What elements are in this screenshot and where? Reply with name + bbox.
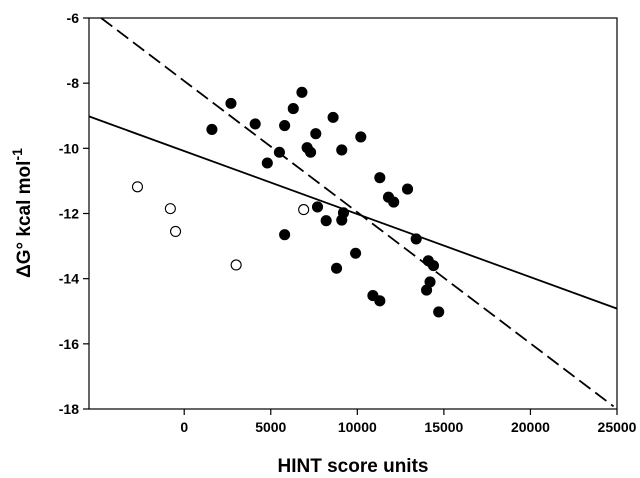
- filled-point: [374, 295, 386, 307]
- filled-point: [206, 123, 218, 135]
- open-point: [298, 204, 310, 216]
- filled-point: [279, 229, 291, 241]
- x-axis: 0 5000 10000 15000 20000 25000: [180, 409, 637, 435]
- filled-point: [310, 128, 322, 140]
- filled-point: [296, 86, 308, 98]
- x-tick-label: 20000: [511, 419, 550, 435]
- y-axis-title: ΔG° kcal mol-1: [9, 148, 35, 278]
- y-axis-title-main: ΔG° kcal mol: [14, 161, 35, 278]
- y-tick-label: -6: [67, 10, 80, 26]
- dashed-fit-line: [100, 17, 615, 408]
- filled-point: [311, 201, 324, 213]
- filled-point: [388, 196, 400, 208]
- y-tick-label: -18: [59, 401, 79, 417]
- filled-point: [225, 97, 237, 109]
- filled-point: [374, 172, 386, 184]
- x-axis-title: HINT score units: [278, 456, 429, 477]
- y-tick-label: -16: [59, 336, 79, 352]
- y-axis: -18 -16 -14 -12 -10 -8 -6: [59, 10, 89, 417]
- filled-point: [350, 247, 362, 259]
- y-tick-label: -8: [67, 75, 80, 91]
- data-markers: [131, 86, 445, 318]
- filled-point: [410, 233, 422, 245]
- filled-point: [401, 183, 414, 195]
- filled-point: [355, 131, 367, 143]
- filled-point: [337, 207, 350, 219]
- filled-point: [336, 144, 348, 156]
- open-point: [170, 225, 182, 237]
- filled-point: [320, 215, 332, 227]
- open-point: [131, 181, 144, 193]
- filled-point: [427, 260, 440, 272]
- y-axis-title-superscript: -1: [9, 148, 25, 161]
- filled-point: [261, 157, 273, 169]
- x-tick-label: 0: [180, 419, 188, 435]
- solid-fit-line: [88, 115, 618, 310]
- filled-point: [327, 111, 339, 123]
- filled-point: [305, 146, 317, 158]
- filled-point: [433, 306, 445, 318]
- x-tick-label: 10000: [338, 419, 377, 435]
- open-point: [164, 203, 176, 215]
- filled-point: [331, 262, 343, 274]
- y-tick-label: -10: [59, 140, 79, 156]
- open-point: [230, 259, 242, 271]
- filled-point: [279, 119, 291, 132]
- y-tick-label: -14: [59, 271, 79, 287]
- fit-lines: [88, 17, 618, 408]
- x-tick-label: 25000: [598, 419, 637, 435]
- filled-point: [287, 103, 299, 115]
- filled-point: [273, 146, 285, 158]
- filled-point: [421, 284, 433, 296]
- filled-point: [249, 118, 261, 130]
- y-tick-label: -12: [59, 206, 79, 222]
- x-tick-label: 5000: [255, 419, 286, 435]
- x-tick-label: 15000: [424, 419, 463, 435]
